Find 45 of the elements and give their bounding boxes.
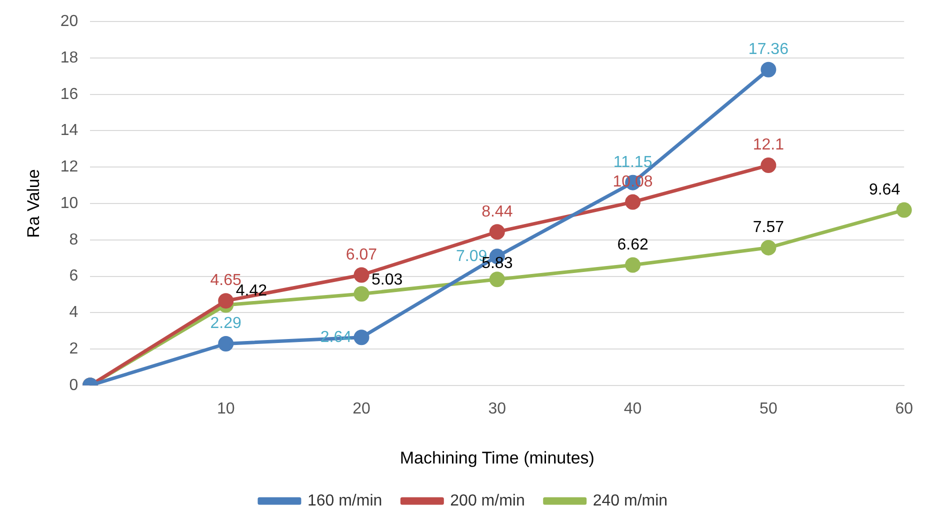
point <box>218 336 234 352</box>
point <box>354 286 370 302</box>
data-label: 6.62 <box>617 236 648 254</box>
y-tick-label: 10 <box>60 194 78 212</box>
y-tick-label: 20 <box>60 13 78 30</box>
y-tick-label: 18 <box>60 49 78 66</box>
point <box>354 330 370 346</box>
point <box>354 267 370 283</box>
point <box>760 158 776 174</box>
y-axis-title: Ra Value <box>24 169 43 238</box>
x-tick-label: 30 <box>488 400 506 418</box>
data-label: 5.03 <box>372 271 403 288</box>
y-tick-label: 6 <box>69 268 78 285</box>
x-tick-label: 40 <box>624 400 642 418</box>
point <box>625 194 641 210</box>
point <box>489 224 505 240</box>
data-label: 6.07 <box>346 246 378 264</box>
data-label: 17.36 <box>748 41 789 58</box>
x-tick-label: 50 <box>760 400 778 418</box>
data-label: 9.64 <box>868 181 900 198</box>
data-label: 8.44 <box>482 203 513 220</box>
y-tick-label: 16 <box>60 86 78 103</box>
y-tick-label: 8 <box>69 231 78 248</box>
point <box>760 240 776 256</box>
point <box>218 293 234 309</box>
legend-label: 160 m/min <box>307 492 382 510</box>
legend-label: 200 m/min <box>450 492 525 510</box>
point <box>896 202 912 218</box>
y-tick-label: 2 <box>69 340 78 358</box>
data-label: 2.29 <box>210 315 242 332</box>
x-tick-label: 10 <box>216 400 235 418</box>
point <box>489 272 505 288</box>
y-tick-label: 12 <box>60 158 78 176</box>
data-label: 11.15 <box>613 154 652 171</box>
legend-label: 240 m/min <box>592 492 668 510</box>
data-label: 12.1 <box>752 136 784 154</box>
point <box>760 62 776 78</box>
x-tick-label: 20 <box>352 400 370 418</box>
y-tick-label: 0 <box>69 376 78 394</box>
y-tick-label: 14 <box>60 122 78 140</box>
y-tick-label: 4 <box>69 304 78 322</box>
point <box>625 257 641 273</box>
data-label: 7.57 <box>752 219 784 236</box>
x-axis-title: Machining Time (minutes) <box>400 448 594 468</box>
x-tick-label: 60 <box>895 400 914 418</box>
